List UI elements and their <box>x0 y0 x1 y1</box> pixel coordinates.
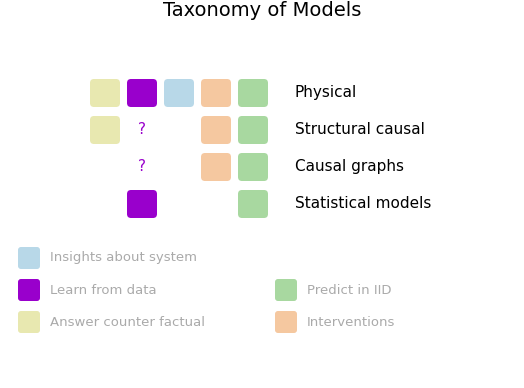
FancyBboxPatch shape <box>238 153 268 181</box>
Text: Answer counter factual: Answer counter factual <box>50 315 205 329</box>
Text: Structural causal: Structural causal <box>295 123 425 137</box>
FancyBboxPatch shape <box>18 247 40 269</box>
FancyBboxPatch shape <box>201 153 231 181</box>
FancyBboxPatch shape <box>127 190 157 218</box>
FancyBboxPatch shape <box>201 116 231 144</box>
Text: ?: ? <box>138 123 146 137</box>
Text: Taxonomy of Models: Taxonomy of Models <box>163 1 361 20</box>
FancyBboxPatch shape <box>238 116 268 144</box>
FancyBboxPatch shape <box>18 311 40 333</box>
Text: Interventions: Interventions <box>307 315 396 329</box>
FancyBboxPatch shape <box>275 279 297 301</box>
Text: Learn from data: Learn from data <box>50 284 157 296</box>
FancyBboxPatch shape <box>127 79 157 107</box>
Text: Physical: Physical <box>295 85 357 100</box>
FancyBboxPatch shape <box>90 79 120 107</box>
Text: Causal graphs: Causal graphs <box>295 159 404 175</box>
FancyBboxPatch shape <box>201 79 231 107</box>
FancyBboxPatch shape <box>238 190 268 218</box>
FancyBboxPatch shape <box>164 79 194 107</box>
Text: Predict in IID: Predict in IID <box>307 284 391 296</box>
Text: Insights about system: Insights about system <box>50 251 197 265</box>
Text: Statistical models: Statistical models <box>295 196 431 211</box>
Text: ?: ? <box>138 159 146 175</box>
FancyBboxPatch shape <box>238 79 268 107</box>
FancyBboxPatch shape <box>18 279 40 301</box>
FancyBboxPatch shape <box>90 116 120 144</box>
FancyBboxPatch shape <box>275 311 297 333</box>
